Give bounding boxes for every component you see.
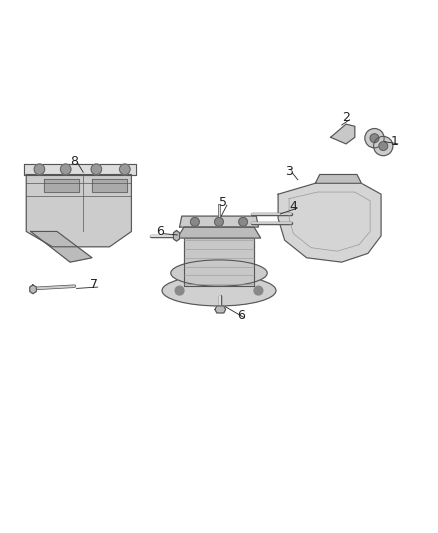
Polygon shape xyxy=(315,174,361,183)
Polygon shape xyxy=(31,231,92,262)
Polygon shape xyxy=(26,174,131,247)
Polygon shape xyxy=(278,183,381,262)
Text: 6: 6 xyxy=(237,309,245,322)
Polygon shape xyxy=(331,124,355,144)
Circle shape xyxy=(34,164,45,174)
Polygon shape xyxy=(184,238,254,286)
Polygon shape xyxy=(180,216,258,227)
Text: 2: 2 xyxy=(342,111,350,124)
Text: 3: 3 xyxy=(285,165,293,177)
Polygon shape xyxy=(24,164,136,174)
Circle shape xyxy=(365,128,384,148)
Circle shape xyxy=(60,164,71,174)
Text: 5: 5 xyxy=(219,197,227,209)
Circle shape xyxy=(254,286,263,295)
Polygon shape xyxy=(30,285,36,294)
Circle shape xyxy=(215,217,223,226)
Polygon shape xyxy=(44,179,79,192)
Circle shape xyxy=(239,217,247,226)
Circle shape xyxy=(175,286,184,295)
Polygon shape xyxy=(92,179,127,192)
Text: 7: 7 xyxy=(90,278,98,292)
Text: 4: 4 xyxy=(290,199,297,213)
Text: 6: 6 xyxy=(156,225,164,238)
Text: 1: 1 xyxy=(390,135,398,148)
Text: 8: 8 xyxy=(71,155,78,168)
Polygon shape xyxy=(215,306,226,313)
Ellipse shape xyxy=(162,275,276,306)
Circle shape xyxy=(379,142,388,150)
Polygon shape xyxy=(173,231,180,241)
Circle shape xyxy=(191,217,199,226)
Ellipse shape xyxy=(171,260,267,286)
Circle shape xyxy=(91,164,102,174)
Polygon shape xyxy=(177,227,261,238)
Circle shape xyxy=(374,136,393,156)
Circle shape xyxy=(120,164,130,174)
Circle shape xyxy=(370,134,379,142)
